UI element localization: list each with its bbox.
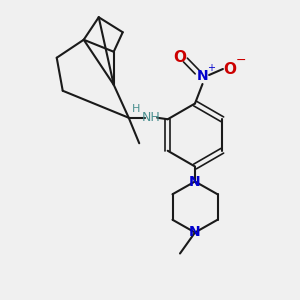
Text: −: − <box>236 54 246 67</box>
Text: O: O <box>173 50 187 64</box>
Text: N: N <box>197 70 208 83</box>
Text: N: N <box>189 175 201 188</box>
Text: NH: NH <box>142 111 161 124</box>
Text: H: H <box>132 104 140 114</box>
Text: +: + <box>207 63 215 73</box>
Text: N: N <box>189 226 201 239</box>
Text: O: O <box>223 61 236 76</box>
